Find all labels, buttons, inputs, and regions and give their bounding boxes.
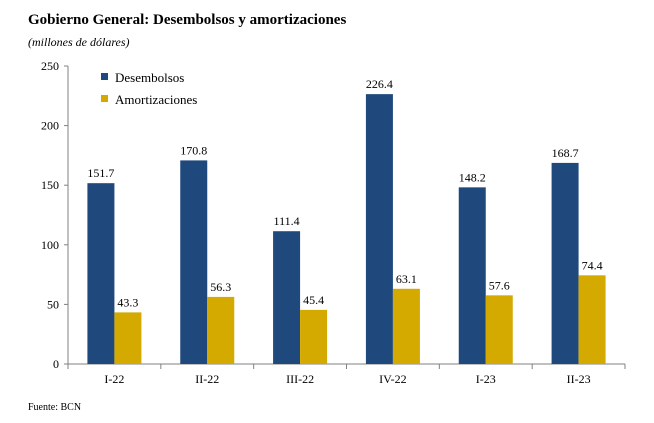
data-label: 226.4 [366,77,393,91]
data-label: 170.8 [180,143,207,157]
y-tick-label: 150 [41,178,59,192]
data-label: 57.6 [489,278,510,292]
y-tick-label: 250 [41,59,59,73]
amortizaciones-bar [578,275,606,364]
amortizaciones-bar [207,296,235,364]
legend-label: Amortizaciones [115,92,197,107]
data-label: 43.3 [117,295,138,309]
amortizaciones-bar [485,295,513,364]
desembolsos-bar [551,162,579,364]
desembolsos-bar [365,94,393,365]
desembolsos-bar [273,231,301,364]
legend-swatch [101,73,108,80]
x-tick-label: I-22 [104,372,124,386]
amortizaciones-bar [114,312,142,364]
y-tick-label: 100 [41,238,59,252]
y-tick-label: 0 [53,357,59,371]
chart-title: Gobierno General: Desembolsos y amortiza… [28,12,347,28]
data-label: 56.3 [210,280,231,294]
legend-label: Desembolsos [115,70,184,85]
y-tick-label: 50 [47,297,59,311]
source-note: Fuente: BCN [28,402,82,413]
data-label: 63.1 [396,272,417,286]
amortizaciones-bar [300,309,328,364]
desembolsos-bar [87,183,115,364]
data-label: 111.4 [274,214,300,228]
x-tick-label: I-23 [476,372,496,386]
data-label: 148.2 [459,170,486,184]
chart-subtitle: (millones de dólares) [28,35,130,49]
data-label: 74.4 [582,258,603,272]
data-label: 168.7 [552,146,579,160]
data-label: 45.4 [303,293,324,307]
legend-swatch [101,95,108,102]
data-label: 151.7 [87,166,114,180]
x-tick-label: II-23 [567,372,591,386]
x-tick-label: IV-22 [379,372,407,386]
y-tick-label: 200 [41,119,59,133]
desembolsos-bar [458,187,486,364]
amortizaciones-bar [392,288,420,364]
x-tick-label: III-22 [286,372,314,386]
desembolsos-bar [180,160,208,364]
x-tick-label: II-22 [195,372,219,386]
